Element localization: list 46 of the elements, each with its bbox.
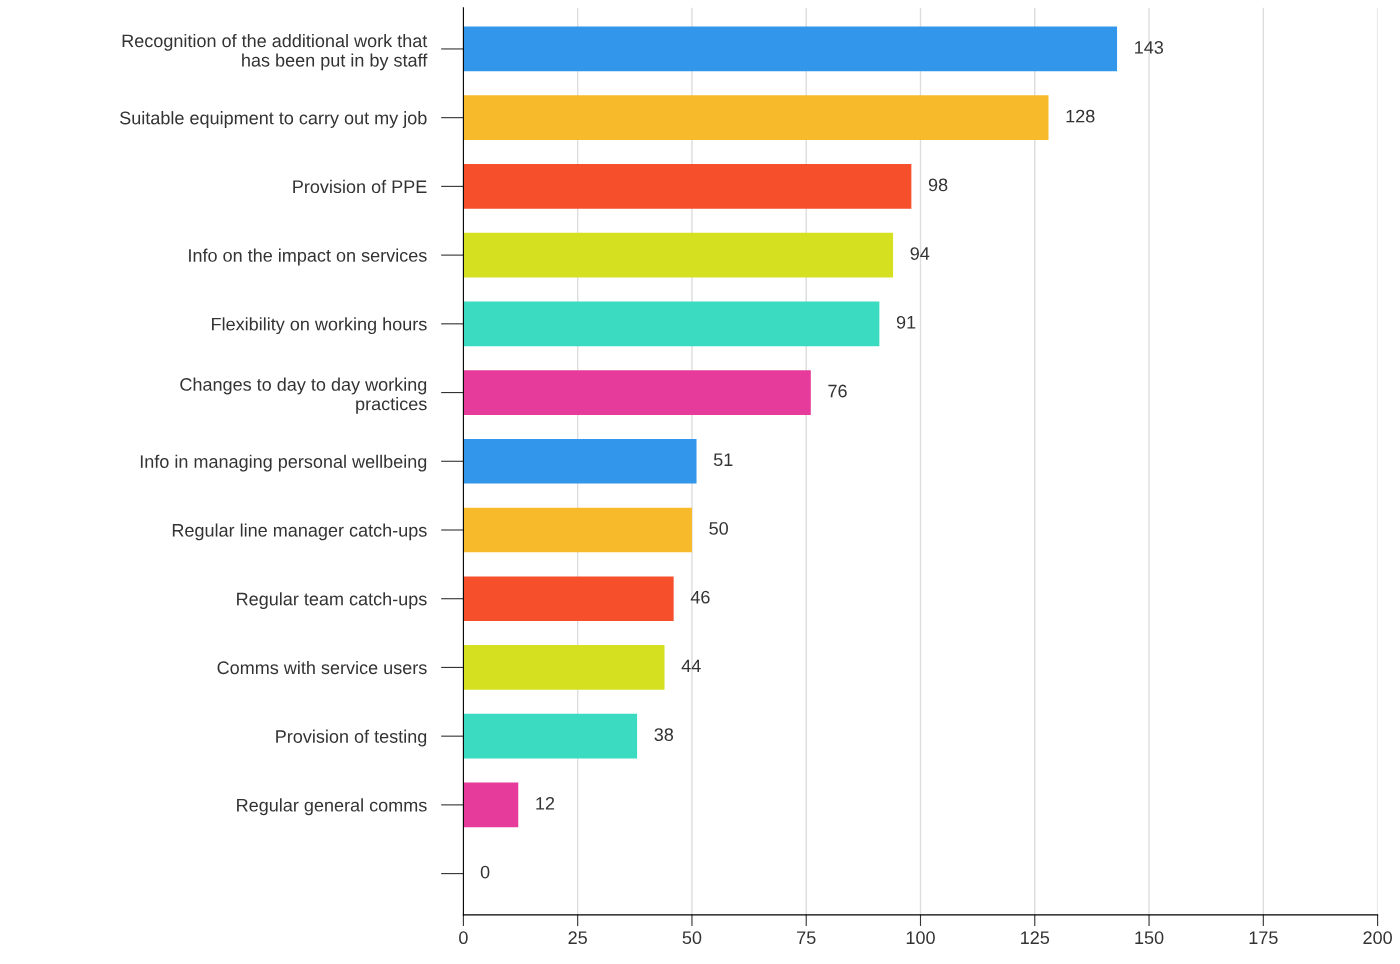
bar (463, 370, 811, 415)
data-label: 12 (536, 796, 555, 810)
y-tick-label: Comms with service users (217, 660, 427, 675)
y-tick-label: Changes to day to day working practices (180, 377, 427, 414)
x-tick-label: 175 (1249, 931, 1278, 945)
bar (463, 507, 692, 553)
y-tick-label: Recognition of the additional work that has been put in by staff (122, 33, 428, 71)
data-label: 0 (480, 865, 490, 879)
y-tick-label: Info in managing personal wellbeing (140, 454, 427, 472)
data-label: 38 (654, 728, 674, 742)
x-tick-label: 75 (797, 931, 816, 945)
x-tick-label: 100 (906, 931, 935, 945)
x-tick-label: 200 (1363, 931, 1392, 945)
x-tick-label: 150 (1135, 931, 1164, 945)
y-tick-label: Regular team catch-ups (237, 592, 427, 610)
bar (463, 438, 697, 484)
bar (463, 164, 912, 209)
y-tick-label: Provision of PPE (293, 179, 427, 194)
bar (463, 301, 880, 347)
y-tick-label: Info on the impact on services (189, 248, 427, 266)
bar (463, 782, 519, 828)
data-label: 51 (713, 453, 733, 467)
bar (463, 232, 894, 278)
data-label: 76 (828, 384, 847, 398)
data-label: 44 (681, 659, 701, 673)
bar (463, 645, 665, 690)
y-tick-label: Suitable equipment to carry out my job (120, 111, 427, 128)
x-tick-label: 25 (568, 931, 587, 945)
data-label: 94 (910, 247, 930, 260)
y-tick-label: Regular general comms (237, 798, 427, 816)
bar (463, 576, 674, 622)
y-tick-label: Flexibility on working hours (212, 317, 427, 335)
x-tick-label: 50 (682, 931, 702, 945)
y-tick-label: Provision of testing (276, 729, 427, 747)
bar (463, 713, 638, 759)
data-label: 46 (690, 590, 710, 604)
x-tick-label: 0 (459, 931, 468, 945)
bar (463, 95, 1049, 140)
data-label: 143 (1135, 41, 1164, 54)
data-label: 91 (896, 315, 916, 329)
bar (463, 26, 1118, 72)
y-tick-label: Regular line manager catch-ups (172, 523, 427, 541)
x-tick-label: 125 (1021, 931, 1050, 945)
data-label: 98 (928, 178, 948, 192)
data-label: 50 (709, 522, 728, 535)
data-label: 128 (1066, 109, 1095, 123)
